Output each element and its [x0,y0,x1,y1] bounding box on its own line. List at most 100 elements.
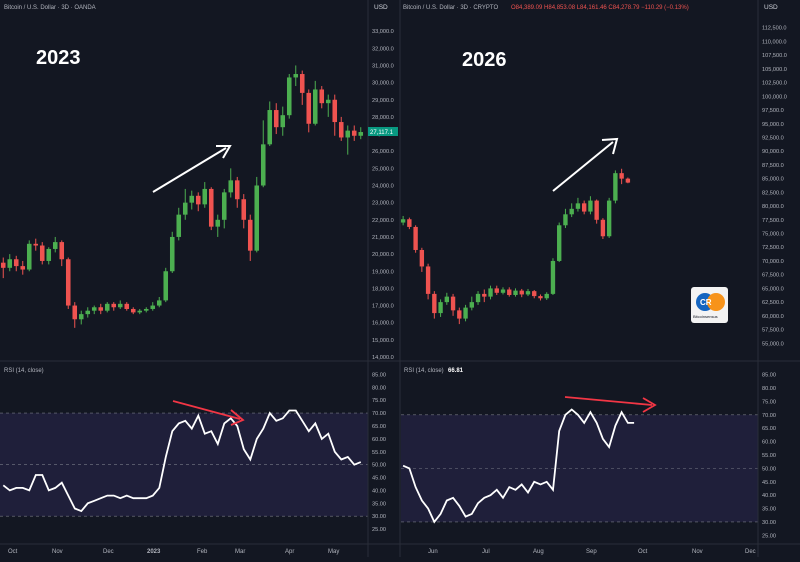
right-price-tick: 102,500.0 [762,81,787,87]
candle-body [444,296,450,303]
candle-body [625,178,631,183]
right-price-tick: 82,500.0 [762,190,784,196]
right-ohlc-readout: O84,389.09 H84,853.08 L84,161.46 C84,278… [511,5,689,11]
right-price-tick: 85,000.0 [762,177,784,183]
left-price-tick: 29,000.0 [372,98,394,104]
right-price-tick: 90,000.0 [762,149,784,155]
candle-body [351,130,357,136]
candle-body [425,266,431,294]
left-price-tick: 16,000.0 [372,321,394,327]
candle-body [332,99,338,123]
right-rsi-tick: 55.00 [762,453,776,459]
right-time-tick: Aug [533,549,544,555]
left-time-tick: Nov [52,549,63,555]
right-rsi-band [401,414,758,522]
candle-body [600,219,606,237]
candle-body [494,288,499,293]
candle-body [299,74,305,93]
left-price-tick: 31,000.0 [372,63,394,69]
left-time-tick: 2023 [147,549,161,555]
left-rsi-tick: 85.00 [372,372,386,378]
candle-body [46,248,52,261]
right-price-tick: 100,000.0 [762,94,787,100]
candle-body [488,288,493,297]
left-time-tick: Mar [235,549,245,555]
left-price-tick: 20,000.0 [372,252,394,258]
left-year-label: 2023 [36,47,81,69]
right-price-tick: 107,500.0 [762,53,787,59]
left-rsi-tick: 25.00 [372,527,386,533]
right-rsi-tick: 45.00 [762,480,776,486]
candle-body [594,200,599,220]
right-price-tick: 72,500.0 [762,245,784,251]
left-price-tick: 21,000.0 [372,235,394,241]
candle-body [419,249,425,267]
left-time-tick: Apr [285,549,294,555]
candle-body [500,289,506,293]
current-price-label: 27,117.1 [370,130,394,136]
right-rsi-tick: 75.00 [762,399,776,405]
candle-body [293,74,299,78]
left-price-tick: 26,000.0 [372,149,394,155]
candle-body [407,219,412,227]
left-rsi-header: RSI (14, close) [4,368,44,374]
right-price-tick: 75,000.0 [762,232,784,238]
right-time-tick: Jul [482,549,490,555]
candle-body [260,144,266,186]
candle-body [189,195,195,203]
candle-body [267,110,273,145]
right-rsi-divergence-arrow [564,396,657,413]
right-rsi-tick: 85.00 [762,373,776,379]
left-currency-label: USD [374,4,388,11]
right-price-tick: 70,000.0 [762,259,784,265]
left-rsi-tick: 45.00 [372,476,386,482]
candle-body [345,130,351,138]
candle-body [215,219,221,227]
candle-body [26,243,32,270]
candle-body [104,303,110,311]
left-rsi-tick: 30.00 [372,514,386,520]
candle-body [606,200,612,237]
candle-body [13,259,19,267]
candle-body [163,271,169,301]
candle-body [156,300,162,306]
candle-body [581,203,587,212]
left-chart-header: Bitcoin / U.S. Dollar · 3D · OANDA [4,5,96,11]
right-price-tick: 65,000.0 [762,286,784,292]
right-rsi-tick: 30.00 [762,520,776,526]
right-price-tick: 57,500.0 [762,328,784,334]
right-time-tick: Dec [745,549,756,555]
left-candles [0,65,364,328]
candle-body [519,290,524,295]
candle-body [59,242,65,260]
left-rsi-tick: 75.00 [372,398,386,404]
candle-body [130,308,136,313]
left-price-tick: 32,000.0 [372,46,394,52]
candle-body [312,89,318,124]
right-rsi-tick: 50.00 [762,466,776,472]
left-price-tick: 18,000.0 [372,286,394,292]
candle-body [613,173,618,201]
right-time-tick: Oct [638,549,648,555]
right-rsi-value: 66.81 [448,368,464,374]
right-price-tick: 95,000.0 [762,122,784,128]
candle-body [176,214,182,237]
right-time-tick: Nov [692,549,703,555]
right-price-tick: 55,000.0 [762,341,784,347]
candle-body [195,195,201,205]
candle-body [254,185,260,251]
right-price-tick: 60,000.0 [762,314,784,320]
right-price-tick: 112,500.0 [762,26,786,32]
candle-body [432,293,437,314]
left-rsi-tick: 50.00 [372,463,386,469]
left-rsi-tick: 55.00 [372,450,386,456]
logo-text: Bitcoinsensus [693,314,718,319]
candle-body [482,293,487,297]
left-rsi-tick: 35.00 [372,501,386,507]
right-rsi-tick: 65.00 [762,426,776,432]
candle-body [319,89,325,104]
svg-text:CR: CR [700,298,712,307]
candle-body [475,293,481,303]
right-price-tick: 97,500.0 [762,108,784,114]
left-price-tick: 15,000.0 [372,338,394,344]
